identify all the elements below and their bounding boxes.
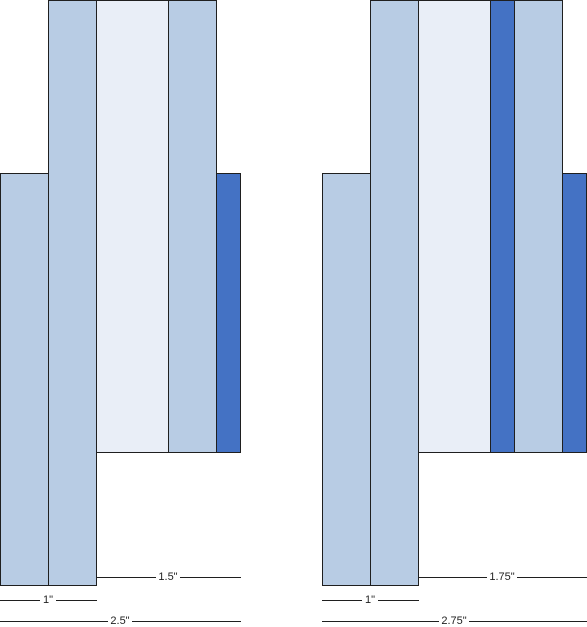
dimension-label: 1.5" xyxy=(158,571,177,583)
layer xyxy=(96,0,169,453)
dimension-label: 2.5" xyxy=(110,615,129,627)
left-assembly: 1.5" 1" 2.5" xyxy=(0,0,241,627)
label-bg xyxy=(439,615,469,627)
label-bg xyxy=(362,594,378,607)
dimension-label: 1.75" xyxy=(489,571,514,583)
layer xyxy=(490,0,515,453)
layer xyxy=(48,0,97,586)
layer xyxy=(0,173,49,586)
label-bg xyxy=(487,571,517,584)
layer xyxy=(514,0,563,453)
dimension-label: 1" xyxy=(365,594,375,606)
dimension-label: 1" xyxy=(43,594,53,606)
layer xyxy=(562,173,587,453)
dimension-label: 2.75" xyxy=(441,615,466,627)
label-bg xyxy=(108,615,132,627)
layer xyxy=(370,0,419,586)
layer xyxy=(322,173,371,586)
layer xyxy=(168,0,217,453)
layer xyxy=(418,0,491,453)
label-bg xyxy=(156,571,180,584)
label-bg xyxy=(40,594,56,607)
layer xyxy=(216,173,241,453)
right-assembly: 1.75" 1" 2.75" xyxy=(322,0,587,627)
